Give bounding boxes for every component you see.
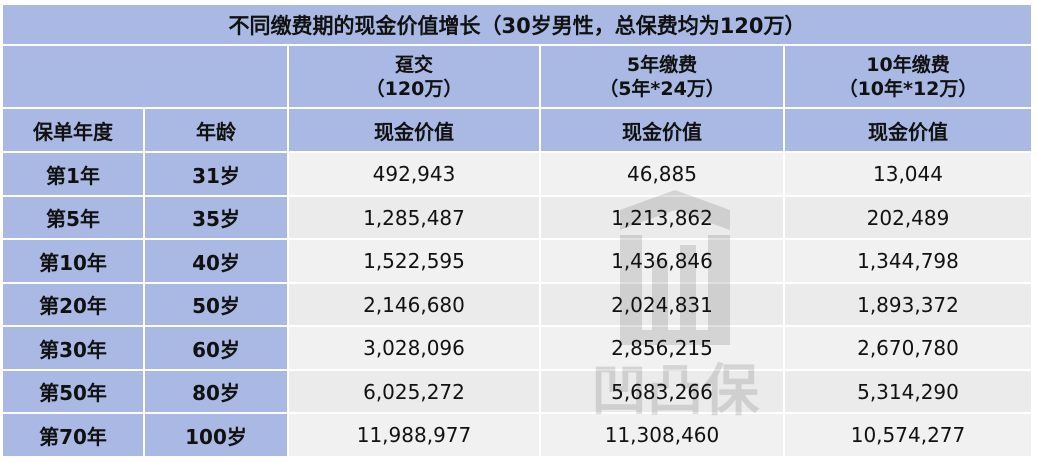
column-header-year: 保单年度 [1,107,145,153]
cash-value-cell: 2,146,680 [287,282,541,327]
title-row: 不同缴费期的现金价值增长（30岁男性，总保费均为120万） [1,3,1033,46]
table-row: 第5年 35岁 1,285,487 1,213,862 202,489 [1,195,1033,240]
column-header-age: 年龄 [143,107,289,153]
plan-detail: （120万） [365,77,463,100]
cash-value-cell: 13,044 [783,151,1033,197]
policy-year-cell: 第50年 [1,369,145,414]
cash-value-cell: 11,988,977 [287,412,541,458]
age-cell: 50岁 [143,282,289,327]
cash-value-cell: 202,489 [783,195,1033,240]
cash-value-cell: 5,683,266 [539,369,785,414]
plan-header-10-year: 10年缴费 （10年*12万） [783,44,1033,109]
cash-value-cell: 3,028,096 [287,325,541,371]
cash-value-cell: 1,213,862 [539,195,785,240]
plan-header-5-year: 5年缴费 （5年*24万） [539,44,785,109]
plan-header-row: 趸交 （120万） 5年缴费 （5年*24万） 10年缴费 （10年*12万） [1,44,1033,109]
cash-value-cell: 5,314,290 [783,369,1033,414]
table-row: 第30年 60岁 3,028,096 2,856,215 2,670,780 [1,325,1033,371]
column-header-cash-value: 现金价值 [783,107,1033,153]
age-cell: 31岁 [143,151,289,197]
table-row: 第70年 100岁 11,988,977 11,308,460 10,574,277 [1,412,1033,458]
cash-value-cell: 1,522,595 [287,238,541,284]
plan-detail: （10年*12万） [838,77,978,100]
age-cell: 35岁 [143,195,289,240]
policy-year-cell: 第5年 [1,195,145,240]
plan-header-lump-sum: 趸交 （120万） [287,44,541,109]
cash-value-cell: 2,856,215 [539,325,785,371]
age-cell: 100岁 [143,412,289,458]
cash-value-cell: 6,025,272 [287,369,541,414]
cash-value-cell: 2,670,780 [783,325,1033,371]
cash-value-cell: 1,893,372 [783,282,1033,327]
table-body: 第1年 31岁 492,943 46,885 13,044 第5年 35岁 1,285,487… [1,151,1033,458]
cash-value-cell: 10,574,277 [783,412,1033,458]
blank-header-cell [1,44,289,109]
cash-value-cell: 46,885 [539,151,785,197]
policy-year-cell: 第70年 [1,412,145,458]
table-row: 第10年 40岁 1,522,595 1,436,846 1,344,798 [1,238,1033,284]
column-header-cash-value: 现金价值 [539,107,785,153]
cash-value-cell: 2,024,831 [539,282,785,327]
plan-name: 趸交 [394,53,433,76]
column-header-cash-value: 现金价值 [287,107,541,153]
policy-year-cell: 第30年 [1,325,145,371]
policy-year-cell: 第1年 [1,151,145,197]
plan-detail: （5年*24万） [599,77,725,100]
plan-name: 10年缴费 [866,53,950,76]
cash-value-cell: 1,285,487 [287,195,541,240]
cash-value-cell: 1,436,846 [539,238,785,284]
column-header-row: 保单年度 年龄 现金价值 现金价值 现金价值 [1,107,1033,153]
cash-value-cell: 11,308,460 [539,412,785,458]
cash-value-cell: 1,344,798 [783,238,1033,284]
age-cell: 60岁 [143,325,289,371]
table-title: 不同缴费期的现金价值增长（30岁男性，总保费均为120万） [1,3,1033,46]
table-row: 第20年 50岁 2,146,680 2,024,831 1,893,372 [1,282,1033,327]
table-row: 第1年 31岁 492,943 46,885 13,044 [1,151,1033,197]
table-row: 第50年 80岁 6,025,272 5,683,266 5,314,290 [1,369,1033,414]
age-cell: 80岁 [143,369,289,414]
policy-year-cell: 第10年 [1,238,145,284]
plan-name: 5年缴费 [626,53,698,76]
policy-year-cell: 第20年 [1,282,145,327]
age-cell: 40岁 [143,238,289,284]
cash-value-cell: 492,943 [287,151,541,197]
cash-value-table: 不同缴费期的现金价值增长（30岁男性，总保费均为120万） 趸交 （120万） … [1,3,1033,458]
